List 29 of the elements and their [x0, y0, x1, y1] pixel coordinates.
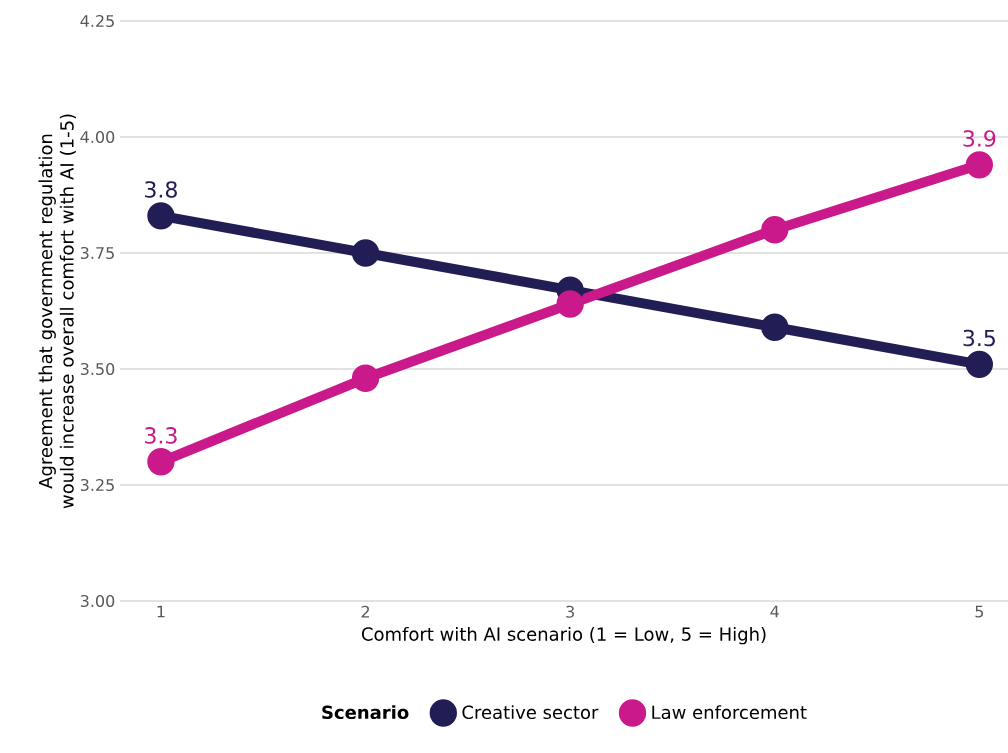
y-tick-label: 3.75	[80, 246, 114, 260]
x-axis-title: Comfort with AI scenario (1 = Low, 5 = High)	[361, 626, 766, 645]
y-tick-label: 3.00	[80, 594, 115, 608]
x-tick-label: 5	[975, 605, 984, 618]
legend-label: Creative sector	[462, 705, 599, 720]
data-label: 3.8	[145, 181, 177, 198]
data-label: 3.3	[145, 427, 177, 444]
x-tick-label: 4	[770, 605, 779, 618]
point	[761, 216, 789, 244]
y-tick-label: 4.00	[80, 130, 115, 144]
point	[147, 202, 175, 230]
legend-label: Law enforcement	[652, 705, 807, 720]
y-axis-title: Agreement that government regulation would increase overall comfort with AI (1-5)	[38, 114, 76, 509]
y-tick-label: 3.25	[80, 478, 114, 492]
x-tick-label: 3	[566, 605, 574, 618]
point	[965, 151, 994, 179]
y-tick-label: 4.25	[80, 14, 114, 28]
x-tick-label: 1	[157, 605, 165, 618]
data-label: 3.9	[963, 130, 996, 147]
x-tick-label: 2	[361, 605, 370, 618]
y-tick-label: 3.50	[80, 362, 115, 376]
legend-title: Scenario	[322, 705, 409, 720]
point	[351, 364, 380, 392]
data-label: 3.5	[963, 329, 995, 347]
point	[147, 448, 175, 476]
point	[965, 350, 994, 379]
point	[761, 313, 789, 341]
point	[351, 239, 380, 267]
point	[556, 290, 584, 318]
